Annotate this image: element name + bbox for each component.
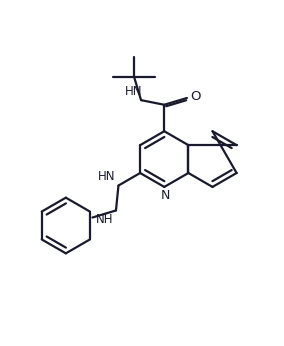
Text: HN: HN bbox=[125, 85, 143, 98]
Text: O: O bbox=[190, 90, 201, 103]
Text: NH: NH bbox=[96, 213, 113, 226]
Text: N: N bbox=[161, 189, 170, 202]
Text: HN: HN bbox=[98, 170, 116, 183]
